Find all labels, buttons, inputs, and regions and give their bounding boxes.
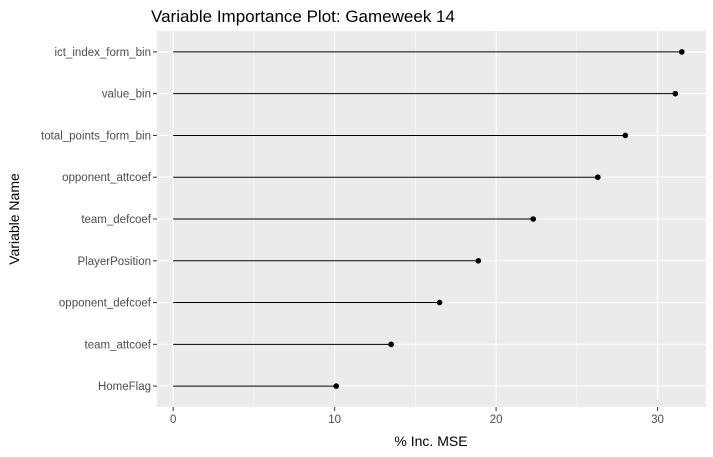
lollipop-point: [678, 49, 685, 55]
lollipop-marks: [173, 49, 685, 389]
y-tick-label: opponent_attcoef: [62, 172, 152, 184]
y-tick-label: opponent_defcoef: [59, 298, 152, 310]
y-axis-ticks: ict_index_form_bin value_bin total_points_…: [41, 47, 157, 393]
chart-title: Variable Importance Plot: Gameweek 14: [151, 7, 455, 26]
lollipop-point: [530, 216, 537, 222]
y-tick-label: value_bin: [102, 89, 151, 101]
lollipop-point: [436, 299, 443, 306]
lollipop-point: [475, 257, 482, 264]
x-tick-label: 30: [651, 414, 664, 426]
x-axis-title: % Inc. MSE: [394, 433, 467, 449]
x-tick-label: 20: [490, 414, 503, 426]
x-axis-ticks: 0 10 20 30: [170, 407, 664, 426]
lollipop-point: [672, 90, 679, 97]
lollipop-point: [595, 174, 601, 181]
y-tick-label: total_points_form_bin: [41, 130, 151, 142]
y-tick-label: PlayerPosition: [77, 256, 151, 268]
y-tick-label: ict_index_form_bin: [54, 47, 151, 59]
x-tick-label: 0: [170, 414, 176, 426]
lollipop-point: [333, 383, 340, 389]
y-tick-label: team_defcoef: [81, 214, 151, 226]
x-tick-label: 10: [328, 414, 341, 426]
lollipop-point: [388, 341, 394, 348]
lollipop-point: [622, 132, 629, 139]
y-tick-label: HomeFlag: [98, 381, 151, 393]
y-axis-title: Variable Name: [6, 173, 22, 265]
y-tick-label: team_attcoef: [85, 339, 152, 351]
